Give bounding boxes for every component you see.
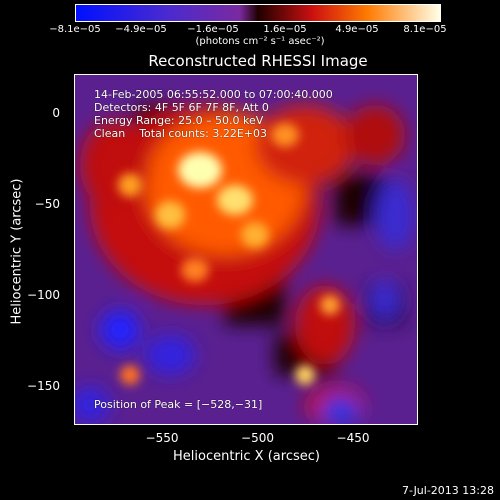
colorbar-tick-label: −4.9e−05 xyxy=(115,24,167,35)
colorbar-tick-label: −1.6e−05 xyxy=(187,24,239,35)
y-tick-label: −150 xyxy=(27,379,60,393)
color-bar xyxy=(75,4,441,22)
x-axis-label: Heliocentric X (arcsec) xyxy=(173,449,320,464)
colorbar-tick-label: 1.6e−05 xyxy=(263,24,307,35)
heatmap-bright-knots xyxy=(118,123,340,385)
chart-title: Reconstructed RHESSI Image xyxy=(148,52,368,70)
y-tick-label: −100 xyxy=(27,288,60,302)
energy-range-annotation: Energy Range: 25.0 – 50.0 keV xyxy=(94,114,264,127)
clean-counts-annotation: Clean Total counts: 3.22E+03 xyxy=(94,127,268,140)
y-axis-label: Heliocentric Y (arcsec) xyxy=(9,178,25,325)
heatmap-image xyxy=(75,75,418,425)
timestamp: 7-Jul-2013 13:28 xyxy=(401,484,494,497)
colorbar-tick-label: 4.9e−05 xyxy=(335,24,379,35)
x-tick-label: −550 xyxy=(145,431,179,445)
colorbar-tick-label: 8.1e−05 xyxy=(403,24,447,35)
y-tick-label: −50 xyxy=(34,197,60,211)
peak-position-annotation: Position of Peak = [−528,−31] xyxy=(94,398,263,411)
x-tick-label: −450 xyxy=(336,431,370,445)
colorbar-tick-label: −8.1e−05 xyxy=(49,24,101,35)
detectors-annotation: Detectors: 4F 5F 6F 7F 8F, Att 0 xyxy=(94,101,269,114)
time-range-annotation: 14-Feb-2005 06:55:52.000 to 07:00:40.000 xyxy=(94,88,333,101)
x-tick-label: −500 xyxy=(241,431,274,445)
y-tick-label: 0 xyxy=(52,106,60,120)
colorbar-units: (photons cm⁻² s⁻¹ asec⁻²) xyxy=(195,36,325,47)
